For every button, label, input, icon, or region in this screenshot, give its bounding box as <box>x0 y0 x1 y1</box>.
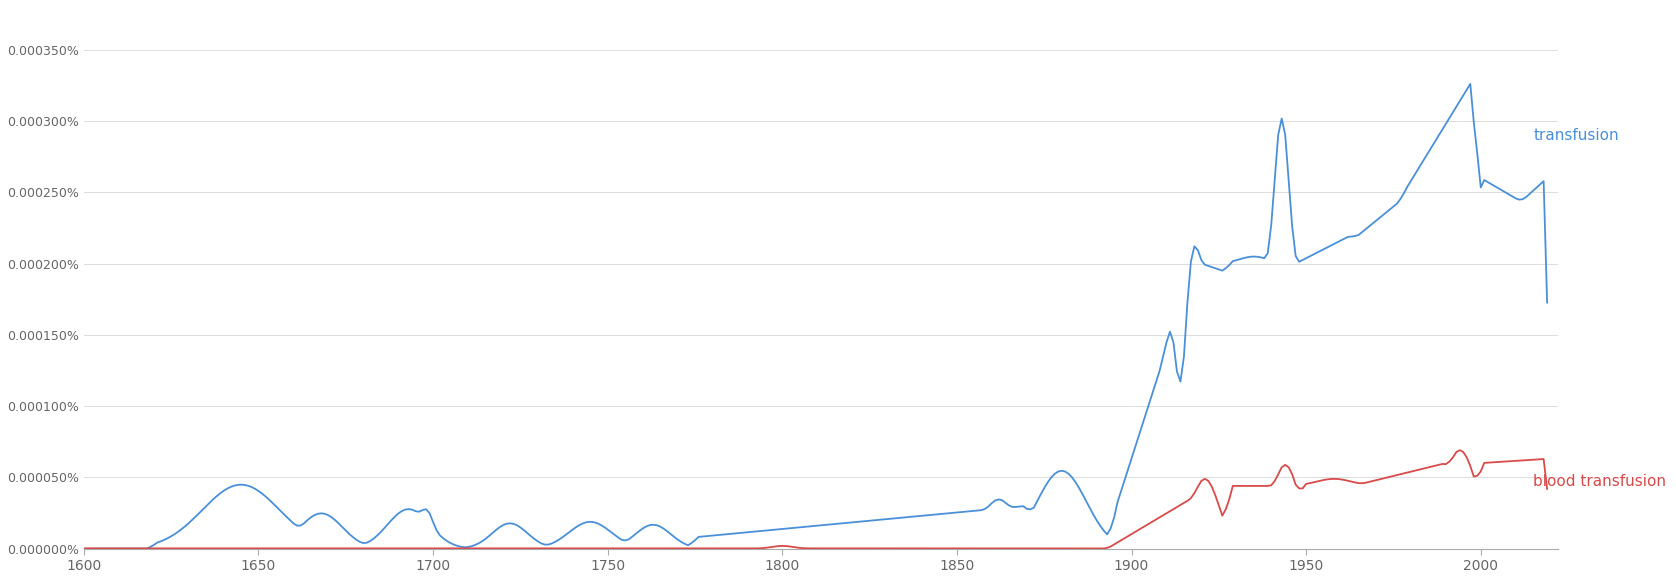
Text: transfusion: transfusion <box>1534 128 1619 143</box>
Text: blood transfusion: blood transfusion <box>1534 474 1666 489</box>
